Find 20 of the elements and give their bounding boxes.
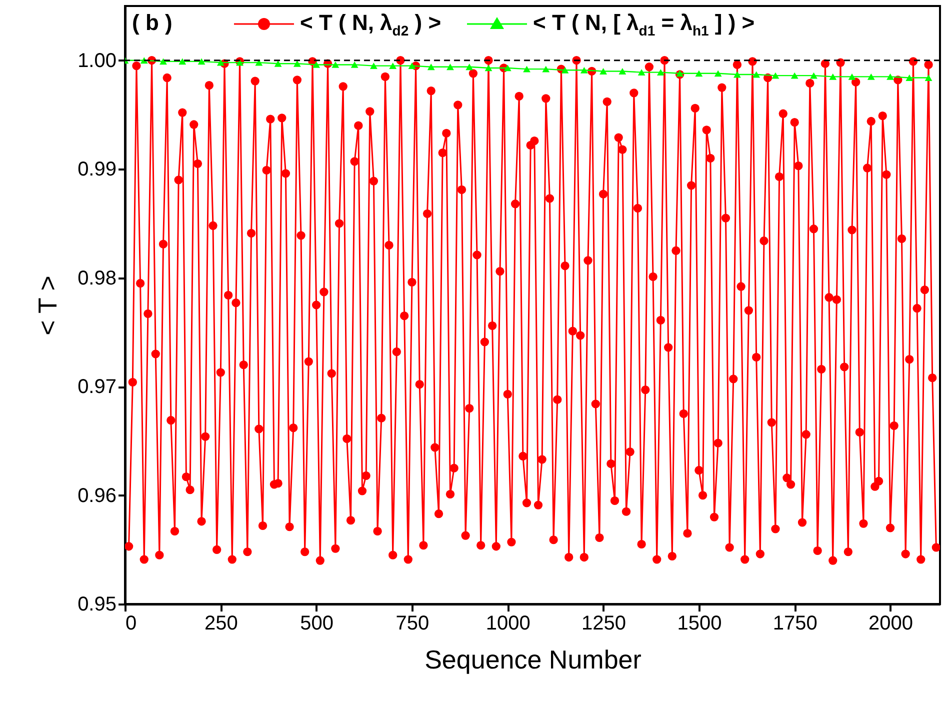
y-tick-label: 0.95 [78,594,116,616]
x-tick-label: 1000 [486,612,530,634]
x-tick-label: 750 [396,612,430,634]
y-tick-label: 0.97 [78,376,116,398]
y-tick-label: 1.00 [78,50,116,72]
y-tick-label: 0.98 [78,267,116,290]
x-tick-label: 1250 [582,612,626,634]
legend-label: < T ( N, [ λ$_{d1}$ = λ$_{h1}$ ] ) > [533,10,755,38]
legend-label: < T ( N, λ$_{d2}$ ) > [300,10,442,38]
x-tick-label: 1750 [772,612,818,634]
annotation: ( b ) [132,10,172,36]
y-tick-label: 0.99 [78,158,116,181]
x-tick-label: 0 [126,612,137,634]
x-axis-title: Sequence Number [424,644,642,674]
x-tick-label: 250 [204,612,238,634]
x-tick-label: 2000 [868,612,914,634]
x-tick-label: 1500 [677,612,722,634]
y-tick-label: 0.96 [78,484,116,507]
y-axis-title: < T > [32,276,63,336]
x-tick-label: 500 [300,612,334,634]
